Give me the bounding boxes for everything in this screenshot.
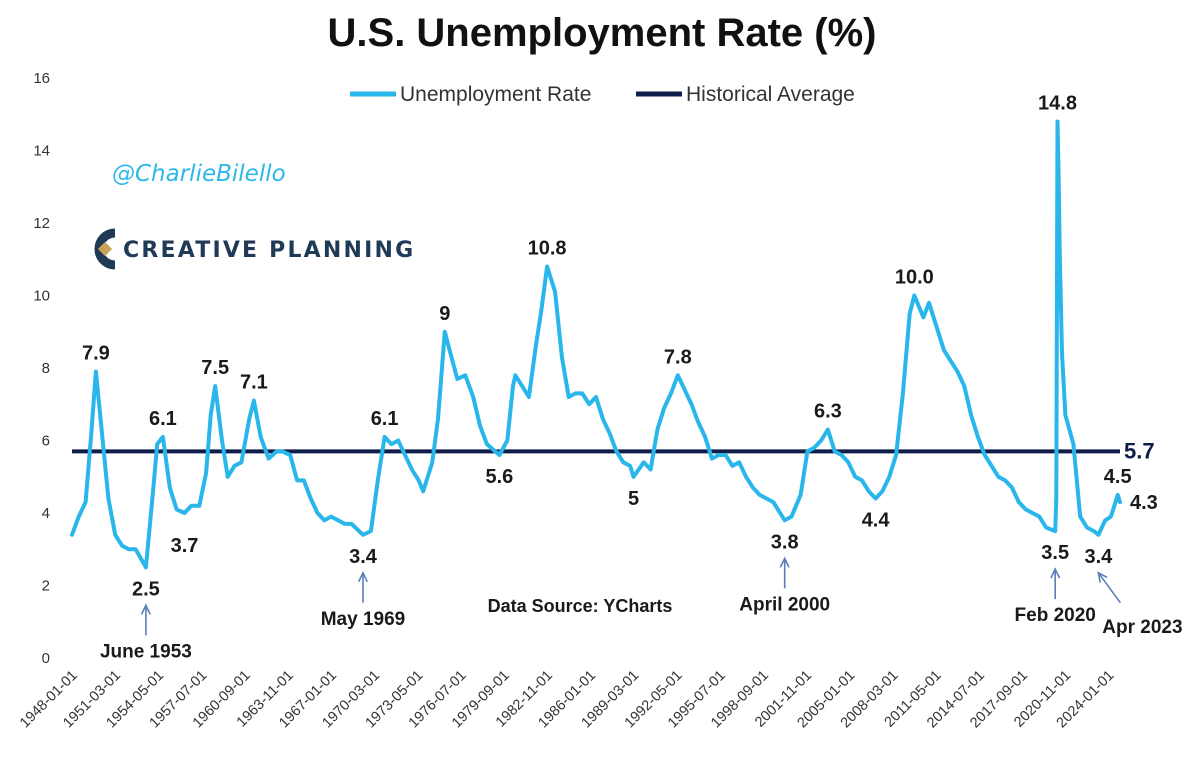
y-tick-label: 2 [42, 578, 50, 595]
value-label: 7.8 [664, 346, 692, 368]
chart-title: U.S. Unemployment Rate (%) [328, 11, 877, 55]
value-label: 7.9 [82, 343, 110, 365]
legend: Unemployment Rate Historical Average [350, 83, 855, 106]
value-label: 3.8 [771, 531, 799, 553]
value-label: 3.4 [349, 546, 378, 568]
y-tick-label: 6 [42, 433, 50, 450]
value-label: 3.7 [171, 535, 199, 557]
value-label: 7.1 [240, 372, 268, 394]
callout-arrow-line [1097, 572, 1122, 604]
author-handle: @CharlieBilello [112, 161, 286, 187]
value-label: 10.0 [895, 267, 934, 289]
value-label: 2.5 [132, 578, 160, 600]
value-label: 4.5 [1104, 466, 1132, 488]
value-label: 9 [439, 303, 450, 325]
value-label: 4.4 [862, 510, 891, 532]
y-tick-label: 0 [42, 650, 50, 667]
value-label: 5.6 [485, 466, 513, 488]
value-label: 6.1 [371, 408, 399, 430]
date-callout-label: May 1969 [321, 609, 406, 630]
y-axis-ticks: 0 2 4 6 8 10 12 14 16 [33, 70, 50, 667]
value-label: 5 [628, 488, 639, 510]
data-source-note: Data Source: YCharts [488, 596, 673, 616]
date-callout-label: Feb 2020 [1015, 605, 1096, 626]
legend-label-unemployment: Unemployment Rate [400, 83, 591, 106]
historical-average-label: 5.7 [1124, 438, 1155, 463]
creative-planning-brand: CREATIVE PLANNING [94, 228, 415, 270]
value-label: 3.4 [1084, 546, 1113, 568]
callout-arrow-head [779, 556, 790, 568]
value-label: 6.1 [149, 408, 177, 430]
value-label: 7.5 [201, 357, 229, 379]
callout-arrow-head [1097, 571, 1108, 583]
y-tick-label: 4 [42, 505, 50, 522]
legend-label-average: Historical Average [686, 83, 855, 106]
date-callout-label: Apr 2023 [1102, 617, 1182, 638]
date-callouts: June 1953 May 1969 April 2000 Feb 2020 Apr 2… [100, 556, 1183, 662]
y-tick-label: 8 [42, 360, 50, 377]
company-name: CREATIVE PLANNING [123, 238, 415, 263]
unemployment-rate-series-line [70, 119, 1122, 570]
value-label: 14.8 [1038, 93, 1077, 115]
value-label: 4.3 [1130, 492, 1158, 514]
value-label: 10.8 [528, 238, 567, 260]
callout-arrow-head [140, 603, 151, 615]
y-tick-label: 10 [33, 288, 50, 305]
value-labels: 7.9 2.5 6.1 3.7 7.5 7.1 3.4 6.1 9 5.6 10.8 5 7.8 3.8 6… [82, 93, 1158, 601]
y-tick-label: 12 [33, 215, 50, 232]
callout-arrow-head [357, 570, 369, 583]
date-callout-label: April 2000 [739, 594, 830, 615]
value-label: 3.5 [1041, 542, 1069, 564]
y-tick-label: 16 [33, 70, 50, 87]
value-label: 6.3 [814, 401, 842, 423]
y-tick-label: 14 [33, 143, 50, 160]
callout-arrow-head [1050, 567, 1061, 579]
date-callout-label: June 1953 [100, 641, 192, 662]
